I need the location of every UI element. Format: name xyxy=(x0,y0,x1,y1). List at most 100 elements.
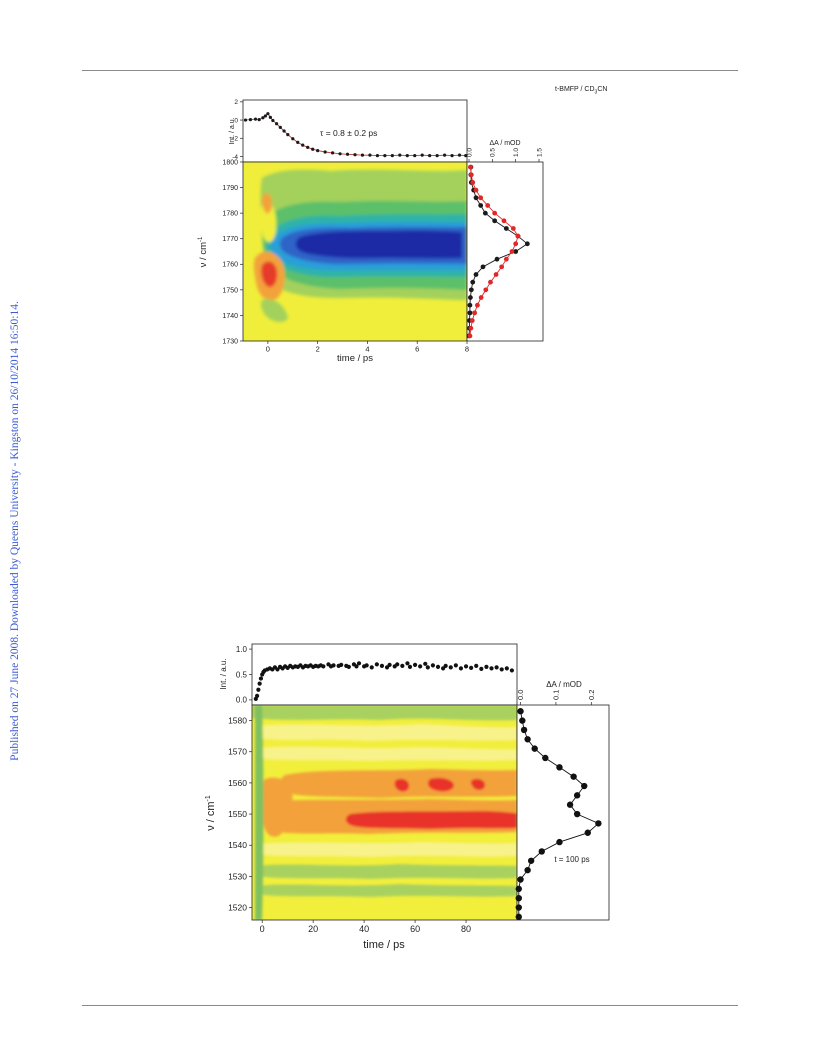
fig1-kinetics-point xyxy=(316,149,320,153)
fig1-contour-x-tick-label: 0 xyxy=(266,345,270,354)
fig1-spectrum-point xyxy=(472,310,477,316)
fig1-kinetics-point xyxy=(278,125,282,129)
fig2-spectrum-frame xyxy=(516,704,610,921)
fig2-kinetics-point xyxy=(407,664,413,669)
fig2-kinetics-point xyxy=(356,661,362,666)
fig1-kinetics-point xyxy=(248,118,253,122)
fig1-kinetics-point xyxy=(296,140,300,144)
fig1-spectrum-point xyxy=(478,203,484,208)
fig1-contour-ylabel-sup: -1 xyxy=(198,236,204,242)
fig1-spectrum-point xyxy=(480,264,486,270)
fig1-contour-xlabel: time / ps xyxy=(337,353,373,364)
fig2-kinetics-point xyxy=(435,664,441,669)
fig2-kinetics-point xyxy=(458,666,464,671)
fig2-kinetics-point xyxy=(369,665,374,670)
fig2-kinetics-point xyxy=(484,664,489,669)
fig1-spectrum-point xyxy=(468,287,474,293)
fig1-contour-y-tick-label: 1750 xyxy=(222,287,238,294)
fig1-kinetics-point xyxy=(291,137,295,141)
fig2-kinetics-point xyxy=(441,666,446,671)
fig1-kinetics-points xyxy=(243,112,468,158)
fig2-kinetics-point xyxy=(395,662,400,667)
fig1-contour-ylabel-main: ν / cm xyxy=(198,242,209,267)
fig2-kinetics-point xyxy=(379,663,385,668)
fig1-spectrum-x-tick-label: 0.0 xyxy=(466,148,473,157)
fig2-contour-y-tick-label: 1550 xyxy=(228,809,247,819)
fig1-kinetics-point xyxy=(306,145,310,150)
fig1-spectrum-point xyxy=(468,295,473,300)
fig2-contour-red-upper-a xyxy=(394,778,410,792)
fig2-kinetics-point xyxy=(479,666,484,672)
fig2-spectrum-point xyxy=(581,782,588,790)
sample-label-sub: 3 xyxy=(594,89,598,96)
fig1-contour-y-tick-label: 1730 xyxy=(222,338,238,345)
fig1-spectrum-point xyxy=(503,256,509,262)
fig2-kinetics-point xyxy=(494,665,499,670)
fig2-contour-y-tick-label: 1540 xyxy=(228,840,247,850)
fig2-kinetics-point xyxy=(443,663,448,668)
fig2-kinetics-point xyxy=(412,662,418,667)
fig1-contour-y-tick-label: 1760 xyxy=(222,262,238,269)
fig1-kinetics-point xyxy=(253,117,258,121)
fig2-kinetics-y-tick-label: 1.0 xyxy=(236,645,248,654)
fig1-spectrum-series xyxy=(466,164,530,339)
fig1-spectrum-point xyxy=(467,333,473,339)
fig1-kinetics-y-tick-label: 0 xyxy=(234,117,238,124)
fig1-contour-red xyxy=(261,261,278,288)
fig2-spectrum-x-axis: 0.0 0.1 0.2 xyxy=(516,690,596,705)
fig2-contour-y-tick-label: 1580 xyxy=(228,716,247,726)
fig2-kinetics-point xyxy=(504,666,509,671)
fig2-kinetics-point xyxy=(339,662,344,667)
fig2-contour-x-tick-label: 20 xyxy=(308,924,318,934)
sample-label: t-BMFP / CD3CN xyxy=(555,86,607,95)
fig1-spectrum-x-axis: 0.0 0.5 1.0 1.5 xyxy=(466,148,543,162)
fig1-spectrum-x-tick-label: 1.5 xyxy=(536,148,543,157)
fig2-kinetics-point xyxy=(321,664,326,669)
fig1-spectrum-point xyxy=(513,241,519,247)
fig1-contour-map xyxy=(243,162,467,341)
fig1-spectrum-point xyxy=(485,203,491,208)
fig2-kinetics-point xyxy=(256,687,261,692)
fig2-kinetics-point xyxy=(423,661,428,666)
fig2-contour-map xyxy=(252,705,517,920)
fig1-spectrum-point xyxy=(492,210,498,216)
fig2-spectrum-point xyxy=(556,838,563,846)
fig1-kinetics-point xyxy=(450,154,454,158)
fig2-spectrum-point xyxy=(556,764,563,771)
fig1-spectrum-point xyxy=(493,272,499,277)
fig1-kinetics-point xyxy=(413,154,417,158)
fig2-kinetics-point xyxy=(509,668,515,673)
fig1-kinetics-y-tick-label: 2 xyxy=(234,99,238,106)
fig1-kinetics-point xyxy=(353,153,357,157)
fig2-spectrum-point xyxy=(531,745,538,752)
fig2-contour-light-band-top xyxy=(258,724,517,741)
fig2-kinetics-point xyxy=(258,676,264,681)
fig1-kinetics-point xyxy=(286,133,290,137)
fig2-kinetics-points xyxy=(253,661,515,701)
fig2-spectrum-x-tick-label: 0.2 xyxy=(587,690,596,700)
fig2-spectrum-point xyxy=(515,904,522,911)
fig2-contour-green-low xyxy=(258,864,517,879)
fig1-kinetics-point xyxy=(275,122,279,126)
fig1-kinetics-point xyxy=(368,153,372,157)
fig2-contour-green-top xyxy=(252,705,517,721)
fig2-spectrum-point xyxy=(519,717,526,724)
fig2-contour-y-tick-label: 1520 xyxy=(228,903,247,913)
fig2-spectrum-point xyxy=(570,773,577,780)
fig1-contour-y-axis: 1800 1790 1780 1770 1760 1750 1740 1730 xyxy=(222,159,243,345)
fig2-contour-y-tick-label: 1560 xyxy=(228,778,247,788)
fig1-kinetics-point xyxy=(323,150,327,154)
fig1-kinetics-point xyxy=(443,153,447,157)
fig2-kinetics-point xyxy=(430,663,436,668)
fig2-spectrum-point xyxy=(538,848,545,855)
fig1-kinetics-point xyxy=(398,153,402,157)
fig2-contour-light-band-low xyxy=(258,842,517,857)
fig1-spectrum-point xyxy=(510,226,516,231)
fig2-spectrum-point xyxy=(515,894,522,902)
fig1-kinetics-point xyxy=(338,152,342,156)
fig1-spectrum-point xyxy=(468,172,474,178)
fig1-spectrum-point xyxy=(469,318,475,323)
fig2-kinetics-point xyxy=(384,665,390,670)
fig2-kinetics-point xyxy=(387,662,392,667)
fig1-contour-y-tick-label: 1800 xyxy=(222,159,238,166)
